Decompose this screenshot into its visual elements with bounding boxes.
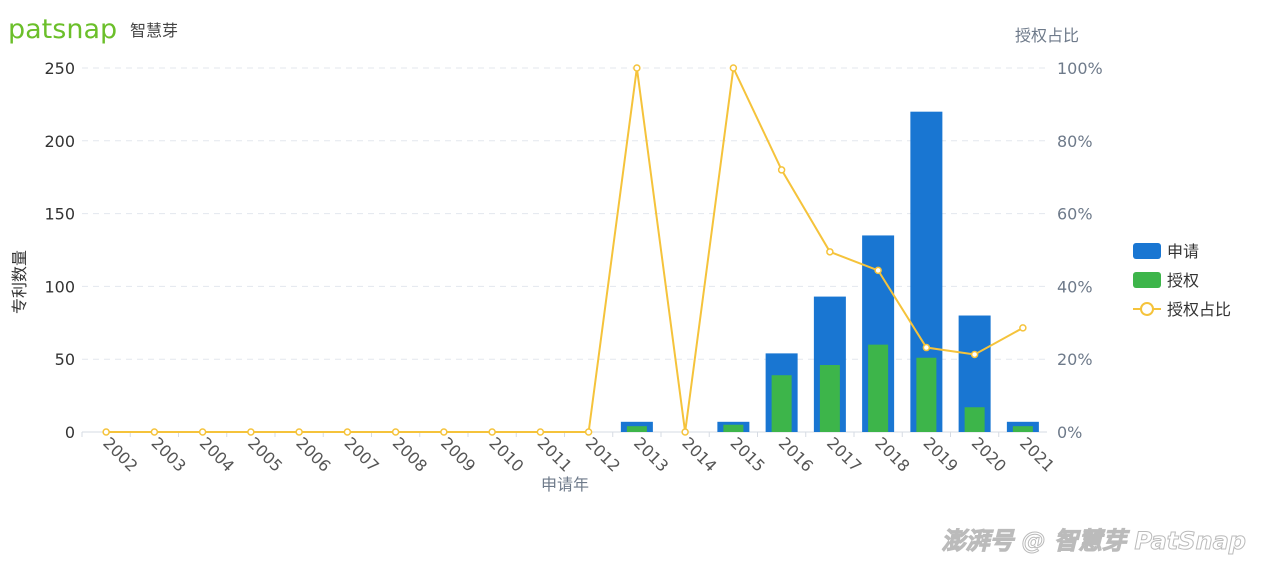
bar-grant[interactable] xyxy=(626,426,647,432)
ratio-point[interactable] xyxy=(247,428,255,436)
gridlines xyxy=(82,67,1047,360)
watermark: 澎湃号 @ 智慧芽 PatSnap xyxy=(941,527,1246,555)
x-tick-label: 2005 xyxy=(244,433,286,475)
legend-item-apply[interactable]: 申请 xyxy=(1133,242,1199,261)
legend-swatch-apply xyxy=(1133,243,1161,259)
y2-tick-label: 100% xyxy=(1057,59,1103,78)
x-tick-label: 2008 xyxy=(389,433,431,475)
ratio-point[interactable] xyxy=(102,428,110,436)
ratio-point[interactable] xyxy=(633,64,641,72)
y2-axis-ticks: 0% 20% 40% 60% 80% 100% xyxy=(1057,59,1103,442)
x-tick-label: 2020 xyxy=(968,433,1010,475)
y2-tick-label: 40% xyxy=(1057,277,1093,296)
ratio-point[interactable] xyxy=(729,64,738,72)
legend-label-ratio: 授权占比 xyxy=(1167,300,1231,319)
series-grant-bars xyxy=(626,344,1033,432)
logo-text: patsnap xyxy=(8,14,117,45)
ratio-point[interactable] xyxy=(1019,324,1027,332)
x-tick-label: 2018 xyxy=(871,433,913,475)
x-tick-label: 2004 xyxy=(196,433,238,475)
x-tick-label: 2017 xyxy=(823,433,865,475)
y-tick-label: 100 xyxy=(44,277,75,296)
y-tick-label: 150 xyxy=(44,205,75,224)
legend-swatch-ratio-dot xyxy=(1140,302,1154,316)
ratio-point[interactable] xyxy=(295,428,303,436)
ratio-point[interactable] xyxy=(198,428,207,436)
ratio-point[interactable] xyxy=(536,428,545,436)
bar-grant[interactable] xyxy=(819,365,840,432)
logo-cn-text: 智慧芽 xyxy=(130,21,178,40)
ratio-point[interactable] xyxy=(391,428,400,436)
patsnap-logo: patsnap 智慧芽 xyxy=(8,14,178,45)
bar-grant[interactable] xyxy=(771,375,792,432)
x-tick-label: 2002 xyxy=(99,433,141,475)
x-axis-ticks: 2002 2003 2004 2005 2006 2007 2008 2009 2010 2011… xyxy=(81,432,1058,476)
legend-item-grant[interactable]: 授权 xyxy=(1133,271,1199,290)
y-tick-label: 50 xyxy=(55,350,75,369)
x-tick-label: 2019 xyxy=(920,433,962,475)
legend-swatch-grant xyxy=(1133,272,1161,288)
x-tick-label: 2003 xyxy=(148,433,190,475)
x-tick-label: 2021 xyxy=(1016,433,1058,475)
y-tick-label: 200 xyxy=(44,132,75,151)
bar-grant[interactable] xyxy=(723,424,744,432)
series-ratio-line xyxy=(102,64,1027,436)
x-tick-label: 2006 xyxy=(292,433,334,475)
ratio-point[interactable] xyxy=(922,343,931,352)
legend-item-ratio[interactable]: 授权占比 xyxy=(1133,300,1231,319)
bar-grant[interactable] xyxy=(916,357,937,432)
x-tick-label: 2009 xyxy=(437,433,479,475)
x-tick-label: 2007 xyxy=(341,433,383,475)
ratio-point[interactable] xyxy=(440,428,448,436)
x-tick-label: 2010 xyxy=(485,433,527,475)
legend-label-grant: 授权 xyxy=(1167,271,1199,290)
ratio-point[interactable] xyxy=(681,428,689,436)
ratio-line xyxy=(106,64,1024,433)
y2-tick-label: 0% xyxy=(1057,423,1082,442)
ratio-point[interactable] xyxy=(970,350,979,359)
y2-tick-label: 80% xyxy=(1057,132,1093,151)
legend: 申请 授权 授权占比 xyxy=(1133,242,1231,319)
x-tick-label: 2016 xyxy=(775,433,817,475)
ratio-point[interactable] xyxy=(343,428,352,436)
ratio-point[interactable] xyxy=(777,166,786,174)
ratio-point[interactable] xyxy=(826,248,834,256)
y2-tick-label: 20% xyxy=(1057,350,1093,369)
ratio-point[interactable] xyxy=(584,428,593,436)
x-tick-label: 2015 xyxy=(727,433,769,475)
y-axis-label: 专利数量 xyxy=(10,250,29,314)
y2-axis-label: 授权占比 xyxy=(1015,26,1079,45)
x-tick-label: 2011 xyxy=(534,433,576,475)
x-tick-label: 2013 xyxy=(630,433,672,475)
x-tick-label: 2014 xyxy=(678,433,720,475)
legend-label-apply: 申请 xyxy=(1167,242,1199,261)
y-axis-ticks: 0 50 100 150 200 250 xyxy=(44,59,75,442)
bar-grant[interactable] xyxy=(964,407,985,432)
ratio-point[interactable] xyxy=(874,266,882,275)
ratio-point[interactable] xyxy=(150,428,159,436)
x-tick-label: 2012 xyxy=(582,433,624,475)
y2-tick-label: 60% xyxy=(1057,205,1093,224)
bar-grant[interactable] xyxy=(1012,426,1033,432)
ratio-point[interactable] xyxy=(488,428,496,436)
y-tick-label: 250 xyxy=(44,59,75,78)
x-axis-label: 申请年 xyxy=(541,475,589,494)
bar-grant[interactable] xyxy=(868,344,889,432)
y-tick-label: 0 xyxy=(65,423,75,442)
